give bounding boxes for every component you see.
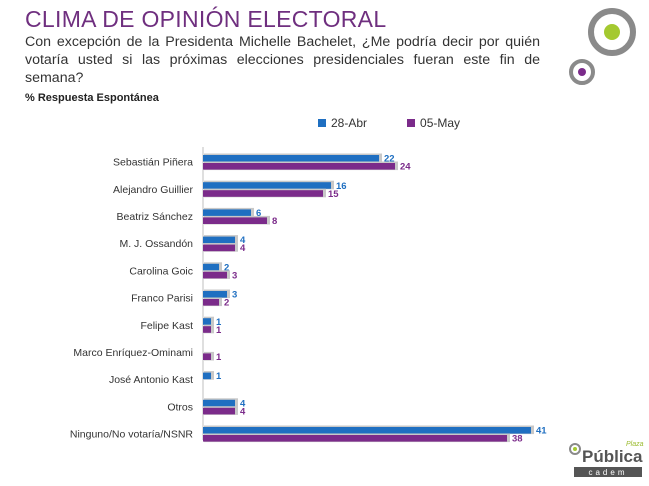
plaza-publica-rings-logo [569,8,636,85]
bar-series-2 [203,326,211,333]
bar-series-1 [203,427,531,434]
bar-series-2 [203,407,235,415]
data-label: 1 [216,325,222,336]
legend-label-series-2: 05-May [420,116,461,130]
category-label: Marco Enríquez-Ominami [73,347,193,359]
survey-question: Con excepción de la Presidenta Michelle … [25,34,540,86]
bar-series-2 [203,190,323,197]
bar-series-1 [203,318,211,325]
category-label: Sebastián Piñera [113,157,193,169]
bar-series-2 [203,353,211,360]
data-label: 8 [272,216,277,227]
category-label: M. J. Ossandón [119,238,193,250]
data-label: 3 [232,270,237,281]
bar-series-1 [203,209,251,216]
chart-subtitle: % Respuesta Espontánea [25,92,159,104]
data-label: 3 [232,290,237,301]
category-label: Beatriz Sánchez [117,211,193,223]
chart-legend: 28-Abr 05-May [318,116,460,130]
brand-prefix: Plaza [626,441,644,448]
brand-name: Pública [582,447,643,466]
bar-series-1 [203,372,211,380]
bar-series-2 [203,244,235,252]
bar-series-1 [203,182,331,189]
legend-label-series-1: 28-Abr [331,116,368,130]
data-label: 24 [400,162,411,173]
data-label: 2 [224,298,229,309]
data-label: 16 [336,181,347,192]
data-label: 1 [216,317,222,328]
bar-series-1 [203,155,379,162]
bar-series-2 [203,217,267,224]
legend-swatch-series-2 [407,119,416,127]
bar-series-1 [203,399,235,407]
category-label: Carolina Goic [129,265,193,277]
category-label: Franco Parisi [131,293,193,305]
data-label: 38 [512,434,523,445]
bar-series-2 [203,435,507,442]
data-label: 1 [216,352,222,363]
category-label: José Antonio Kast [109,374,193,386]
legend-item-series-2: 05-May [407,116,460,130]
category-label: Otros [167,401,193,413]
data-label: 4 [240,398,246,409]
legend-swatch-series-1 [318,119,326,127]
data-label: 4 [240,243,246,254]
brand-ring-icon [569,443,581,455]
bar-series-2 [203,271,227,279]
category-label: Ninguno/No votaría/NSNR [70,429,194,441]
page-title: CLIMA DE OPINIÓN ELECTORAL [25,6,387,32]
bar-series-1 [203,236,235,244]
plaza-publica-cadem-logo: Plaza Pública cadem [569,441,644,477]
bar-series-1 [203,263,219,271]
data-label: 6 [256,208,261,219]
data-label: 41 [536,426,547,437]
data-label: 2 [224,262,229,273]
brand-sub: cadem [588,468,627,477]
bar-series-1 [203,291,227,298]
data-label: 15 [328,189,339,200]
legend-item-series-1: 28-Abr [318,116,367,130]
bar-series-2 [203,163,395,170]
data-label: 4 [240,235,246,246]
category-label: Alejandro Guillier [113,184,193,196]
data-label: 22 [384,154,395,165]
bar-series-2 [203,299,219,306]
data-label: 1 [216,371,222,382]
data-label: 4 [240,406,246,417]
category-label: Felipe Kast [140,320,193,332]
